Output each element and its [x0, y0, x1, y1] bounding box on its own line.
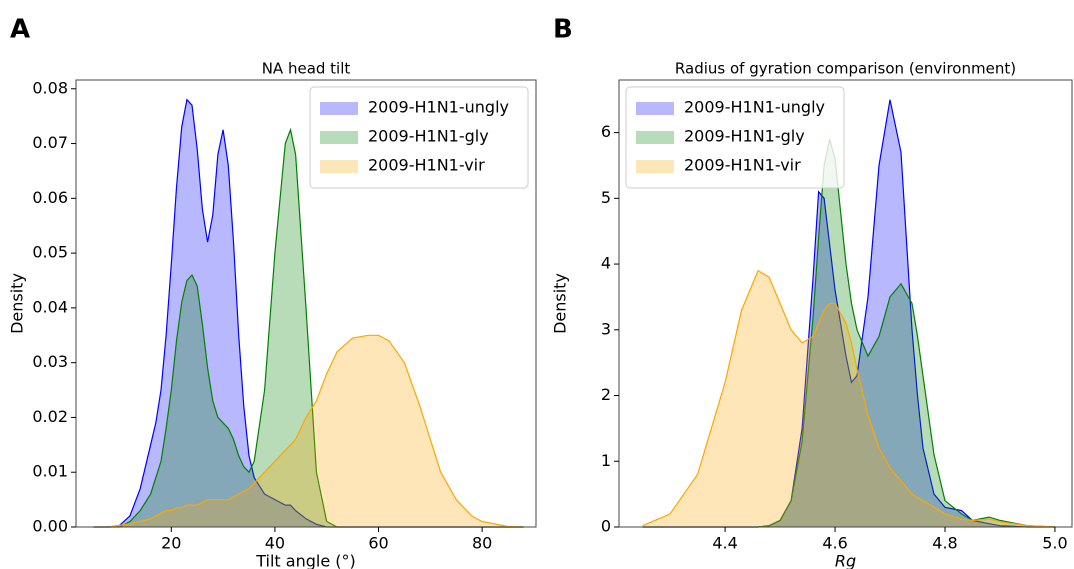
legend-label: 2009-H1N1-gly: [684, 127, 805, 146]
legend-swatch: [320, 131, 358, 144]
area-fill: [93, 129, 524, 528]
legend-swatch: [636, 102, 674, 115]
y-tick-label: 3: [601, 319, 611, 338]
panel-label: A: [10, 15, 30, 45]
area-line: [642, 269, 1056, 528]
legend-box: [625, 86, 845, 189]
y-tick-label: 0.01: [32, 462, 68, 481]
y-tick-label: 0.07: [32, 133, 68, 152]
legend-label: 2009-H1N1-vir: [684, 156, 801, 175]
y-tick-label: 4: [601, 254, 611, 273]
y-tick-label: 1: [601, 451, 611, 470]
x-tick-label: 4.4: [712, 534, 737, 553]
legend-label: 2009-H1N1-ungly: [368, 98, 509, 117]
chart-title: NA head tilt: [262, 60, 351, 78]
legend-label: 2009-H1N1-ungly: [684, 98, 825, 117]
legend-swatch: [636, 160, 674, 173]
y-tick-label: 0.04: [32, 297, 68, 316]
chart-title: Radius of gyration comparison (environme…: [675, 60, 1016, 78]
area-fill: [642, 270, 1055, 527]
x-tick-label: 20: [161, 534, 181, 553]
x-axis-label: Tilt angle (°): [255, 552, 356, 569]
y-tick-label: 0.05: [32, 243, 68, 262]
x-tick-label: 40: [265, 534, 285, 553]
legend-box: [309, 86, 529, 189]
y-tick-label: 0.08: [32, 78, 68, 97]
x-tick-label: 4.6: [822, 534, 847, 553]
legend-label: 2009-H1N1-vir: [368, 156, 485, 175]
plot-frame: [75, 79, 537, 528]
legend-swatch: [320, 160, 358, 173]
x-tick-label: 4.8: [932, 534, 957, 553]
y-axis-label: Density: [551, 273, 570, 334]
y-axis-label: Density: [8, 273, 27, 334]
y-tick-label: 2: [601, 385, 611, 404]
legend-swatch: [636, 131, 674, 144]
area-line: [93, 334, 524, 528]
x-tick-label: 60: [368, 534, 388, 553]
legend-swatch: [320, 102, 358, 115]
area-fill: [93, 99, 524, 527]
plot-frame: [618, 79, 1073, 528]
y-tick-label: 0.03: [32, 352, 68, 371]
y-tick-label: 0.02: [32, 407, 68, 426]
y-tick-label: 0: [601, 517, 611, 536]
area-fill: [642, 99, 1055, 527]
panel-label: B: [553, 15, 573, 45]
x-tick-label: 80: [472, 534, 492, 553]
x-tick-label: 5.0: [1042, 534, 1067, 553]
y-tick-label: 6: [601, 122, 611, 141]
area-fill: [93, 335, 524, 527]
y-tick-label: 0.00: [32, 517, 68, 536]
x-axis-label: Rg: [835, 552, 856, 569]
y-tick-label: 5: [601, 188, 611, 207]
legend-label: 2009-H1N1-gly: [368, 127, 489, 146]
y-tick-label: 0.06: [32, 188, 68, 207]
